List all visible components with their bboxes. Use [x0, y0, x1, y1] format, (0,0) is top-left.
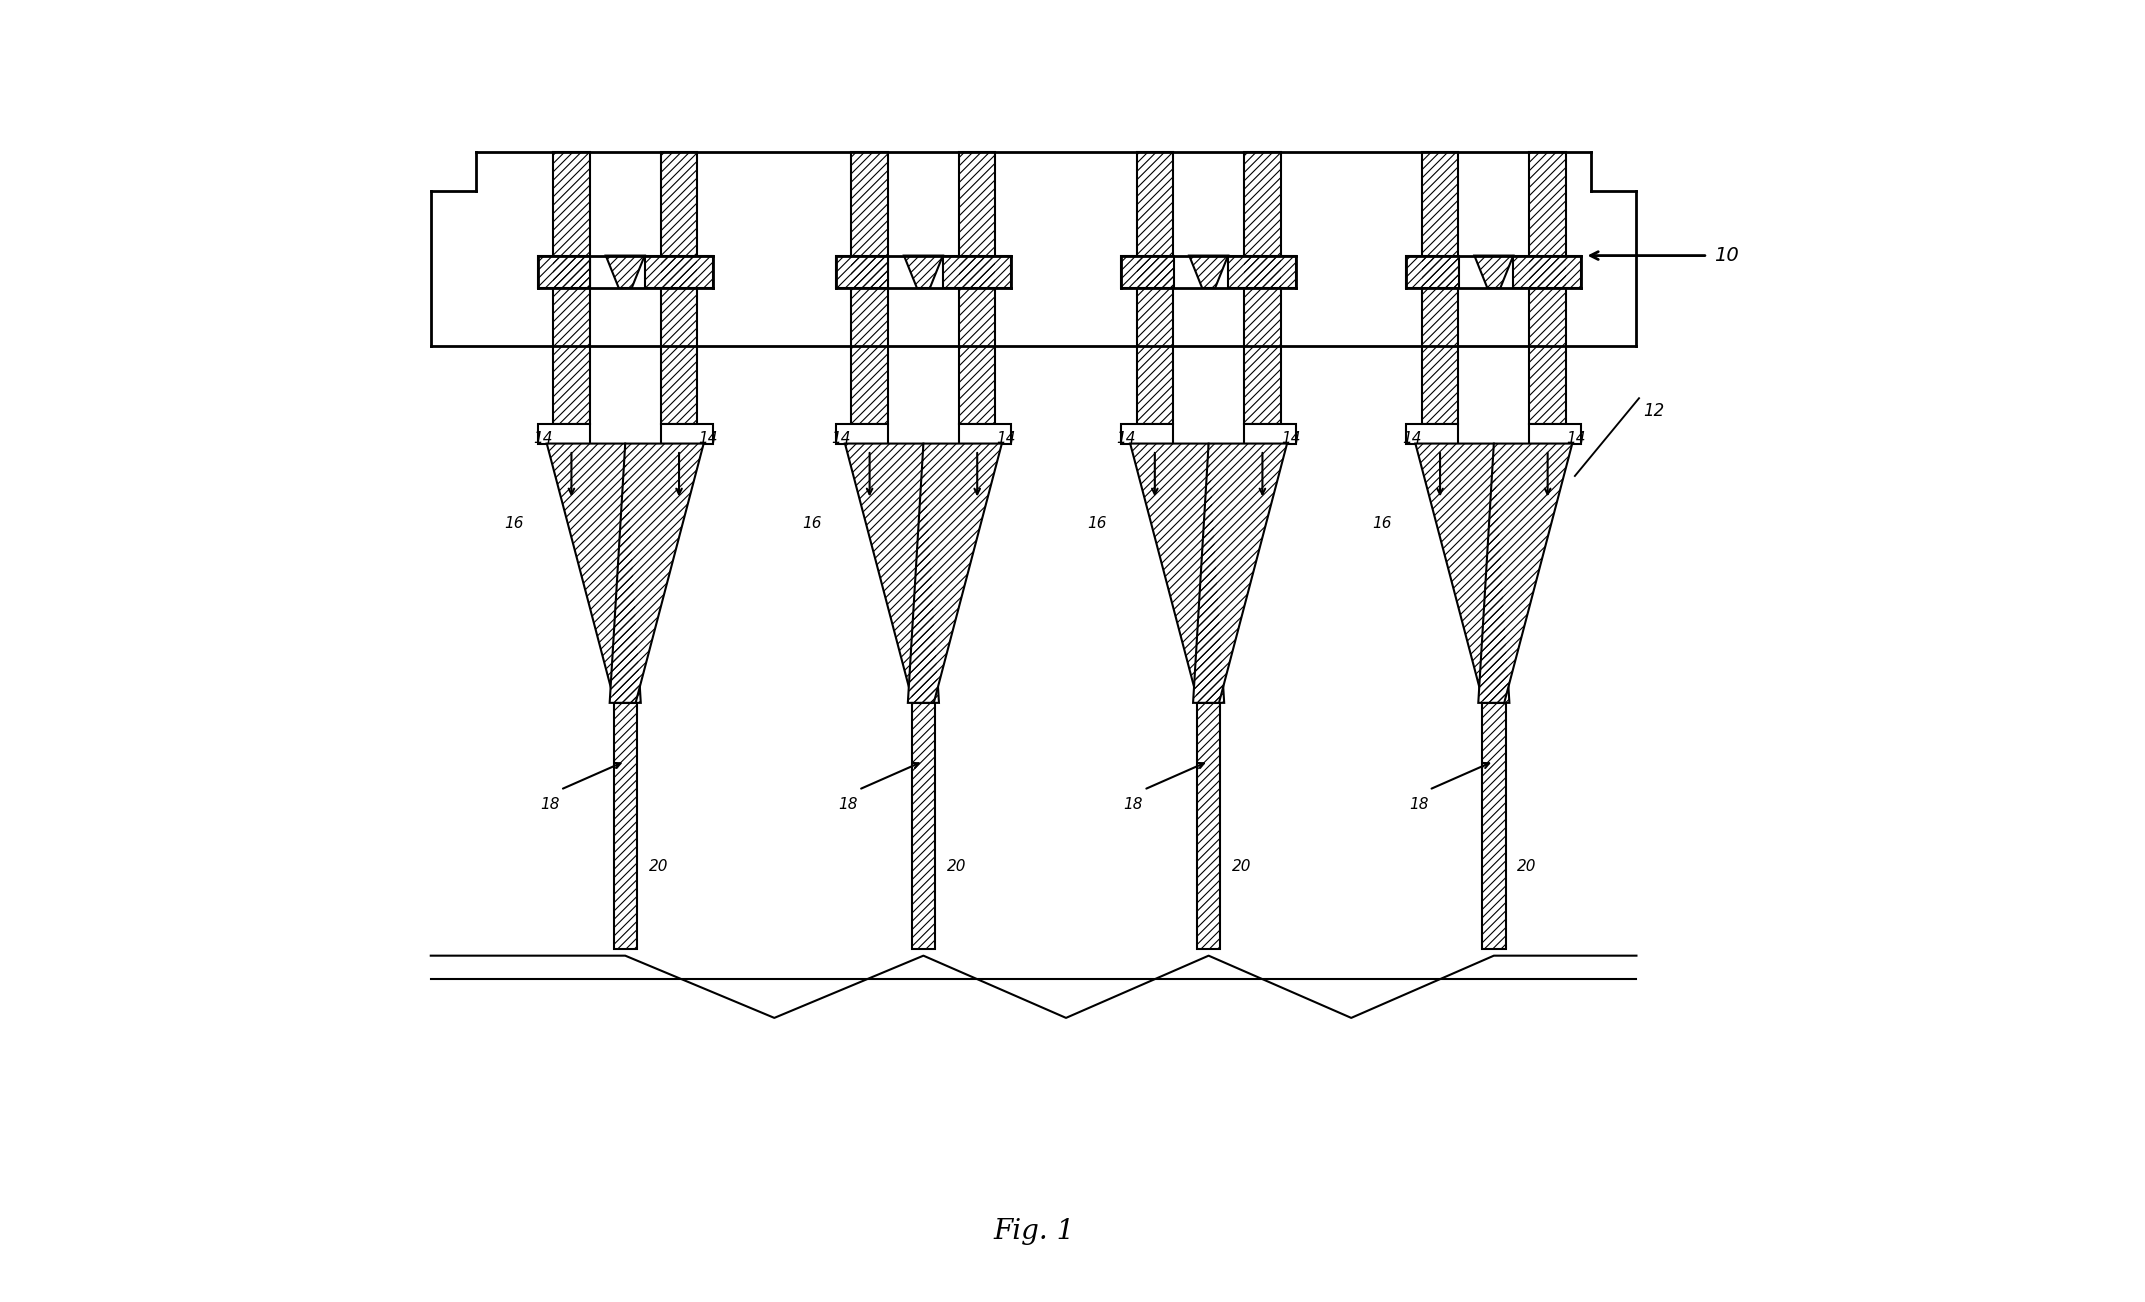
- Bar: [1512, 255, 1581, 288]
- Bar: [613, 703, 637, 949]
- Bar: [1422, 152, 1459, 424]
- Text: 18: 18: [541, 797, 560, 812]
- Bar: [553, 152, 590, 424]
- Text: 16: 16: [802, 516, 822, 531]
- Bar: [538, 255, 590, 288]
- Bar: [959, 152, 995, 424]
- Text: 14: 14: [832, 431, 852, 447]
- Bar: [837, 255, 888, 288]
- Bar: [538, 424, 590, 444]
- Bar: [661, 424, 712, 444]
- Bar: [646, 255, 712, 288]
- Bar: [1229, 255, 1296, 288]
- Polygon shape: [547, 444, 641, 703]
- Bar: [1407, 255, 1459, 288]
- Bar: [944, 255, 1010, 288]
- Polygon shape: [903, 255, 944, 288]
- Text: 20: 20: [946, 859, 965, 875]
- Text: 14: 14: [697, 431, 716, 447]
- Text: 14: 14: [1281, 431, 1300, 447]
- Polygon shape: [845, 444, 940, 703]
- Bar: [1244, 152, 1281, 424]
- Bar: [1197, 703, 1221, 949]
- Polygon shape: [1130, 444, 1225, 703]
- Text: 14: 14: [1118, 431, 1137, 447]
- Bar: [1244, 152, 1281, 424]
- Bar: [837, 255, 888, 288]
- Polygon shape: [1478, 444, 1572, 703]
- Bar: [1244, 424, 1296, 444]
- Text: 20: 20: [1231, 859, 1251, 875]
- Bar: [912, 703, 935, 949]
- Bar: [553, 152, 590, 424]
- Bar: [1482, 703, 1506, 949]
- Bar: [1529, 152, 1566, 424]
- Bar: [852, 152, 888, 424]
- Text: 12: 12: [1643, 402, 1665, 421]
- Bar: [852, 152, 888, 424]
- Bar: [661, 152, 697, 424]
- Bar: [1422, 152, 1459, 424]
- Text: 18: 18: [839, 797, 858, 812]
- Text: 14: 14: [534, 431, 553, 447]
- Bar: [1407, 424, 1459, 444]
- Bar: [1482, 703, 1506, 949]
- Text: 14: 14: [1566, 431, 1585, 447]
- Text: 16: 16: [1373, 516, 1392, 531]
- Text: 16: 16: [1088, 516, 1107, 531]
- Polygon shape: [1193, 444, 1287, 703]
- Bar: [1122, 424, 1173, 444]
- Bar: [959, 424, 1010, 444]
- Polygon shape: [1416, 444, 1510, 703]
- Polygon shape: [1188, 255, 1229, 288]
- Bar: [1407, 255, 1459, 288]
- Bar: [1229, 255, 1296, 288]
- Bar: [646, 255, 712, 288]
- Bar: [538, 255, 590, 288]
- Text: 18: 18: [1124, 797, 1143, 812]
- Bar: [1137, 152, 1173, 424]
- Bar: [1529, 424, 1581, 444]
- Polygon shape: [1474, 255, 1512, 288]
- Text: 14: 14: [1403, 431, 1422, 447]
- Bar: [912, 703, 935, 949]
- Bar: [1512, 255, 1581, 288]
- Text: 20: 20: [1517, 859, 1536, 875]
- Bar: [1122, 255, 1173, 288]
- Text: 10: 10: [1714, 246, 1740, 266]
- Text: 18: 18: [1409, 797, 1429, 812]
- Text: 20: 20: [648, 859, 667, 875]
- Text: Fig. 1: Fig. 1: [993, 1219, 1075, 1245]
- Text: 16: 16: [504, 516, 523, 531]
- Polygon shape: [609, 444, 704, 703]
- Bar: [959, 152, 995, 424]
- Text: 14: 14: [995, 431, 1015, 447]
- Bar: [1137, 152, 1173, 424]
- Bar: [661, 152, 697, 424]
- Polygon shape: [907, 444, 1002, 703]
- Polygon shape: [605, 255, 646, 288]
- Bar: [1197, 703, 1221, 949]
- Bar: [1529, 152, 1566, 424]
- Bar: [944, 255, 1010, 288]
- Bar: [613, 703, 637, 949]
- Bar: [1122, 255, 1173, 288]
- Bar: [837, 424, 888, 444]
